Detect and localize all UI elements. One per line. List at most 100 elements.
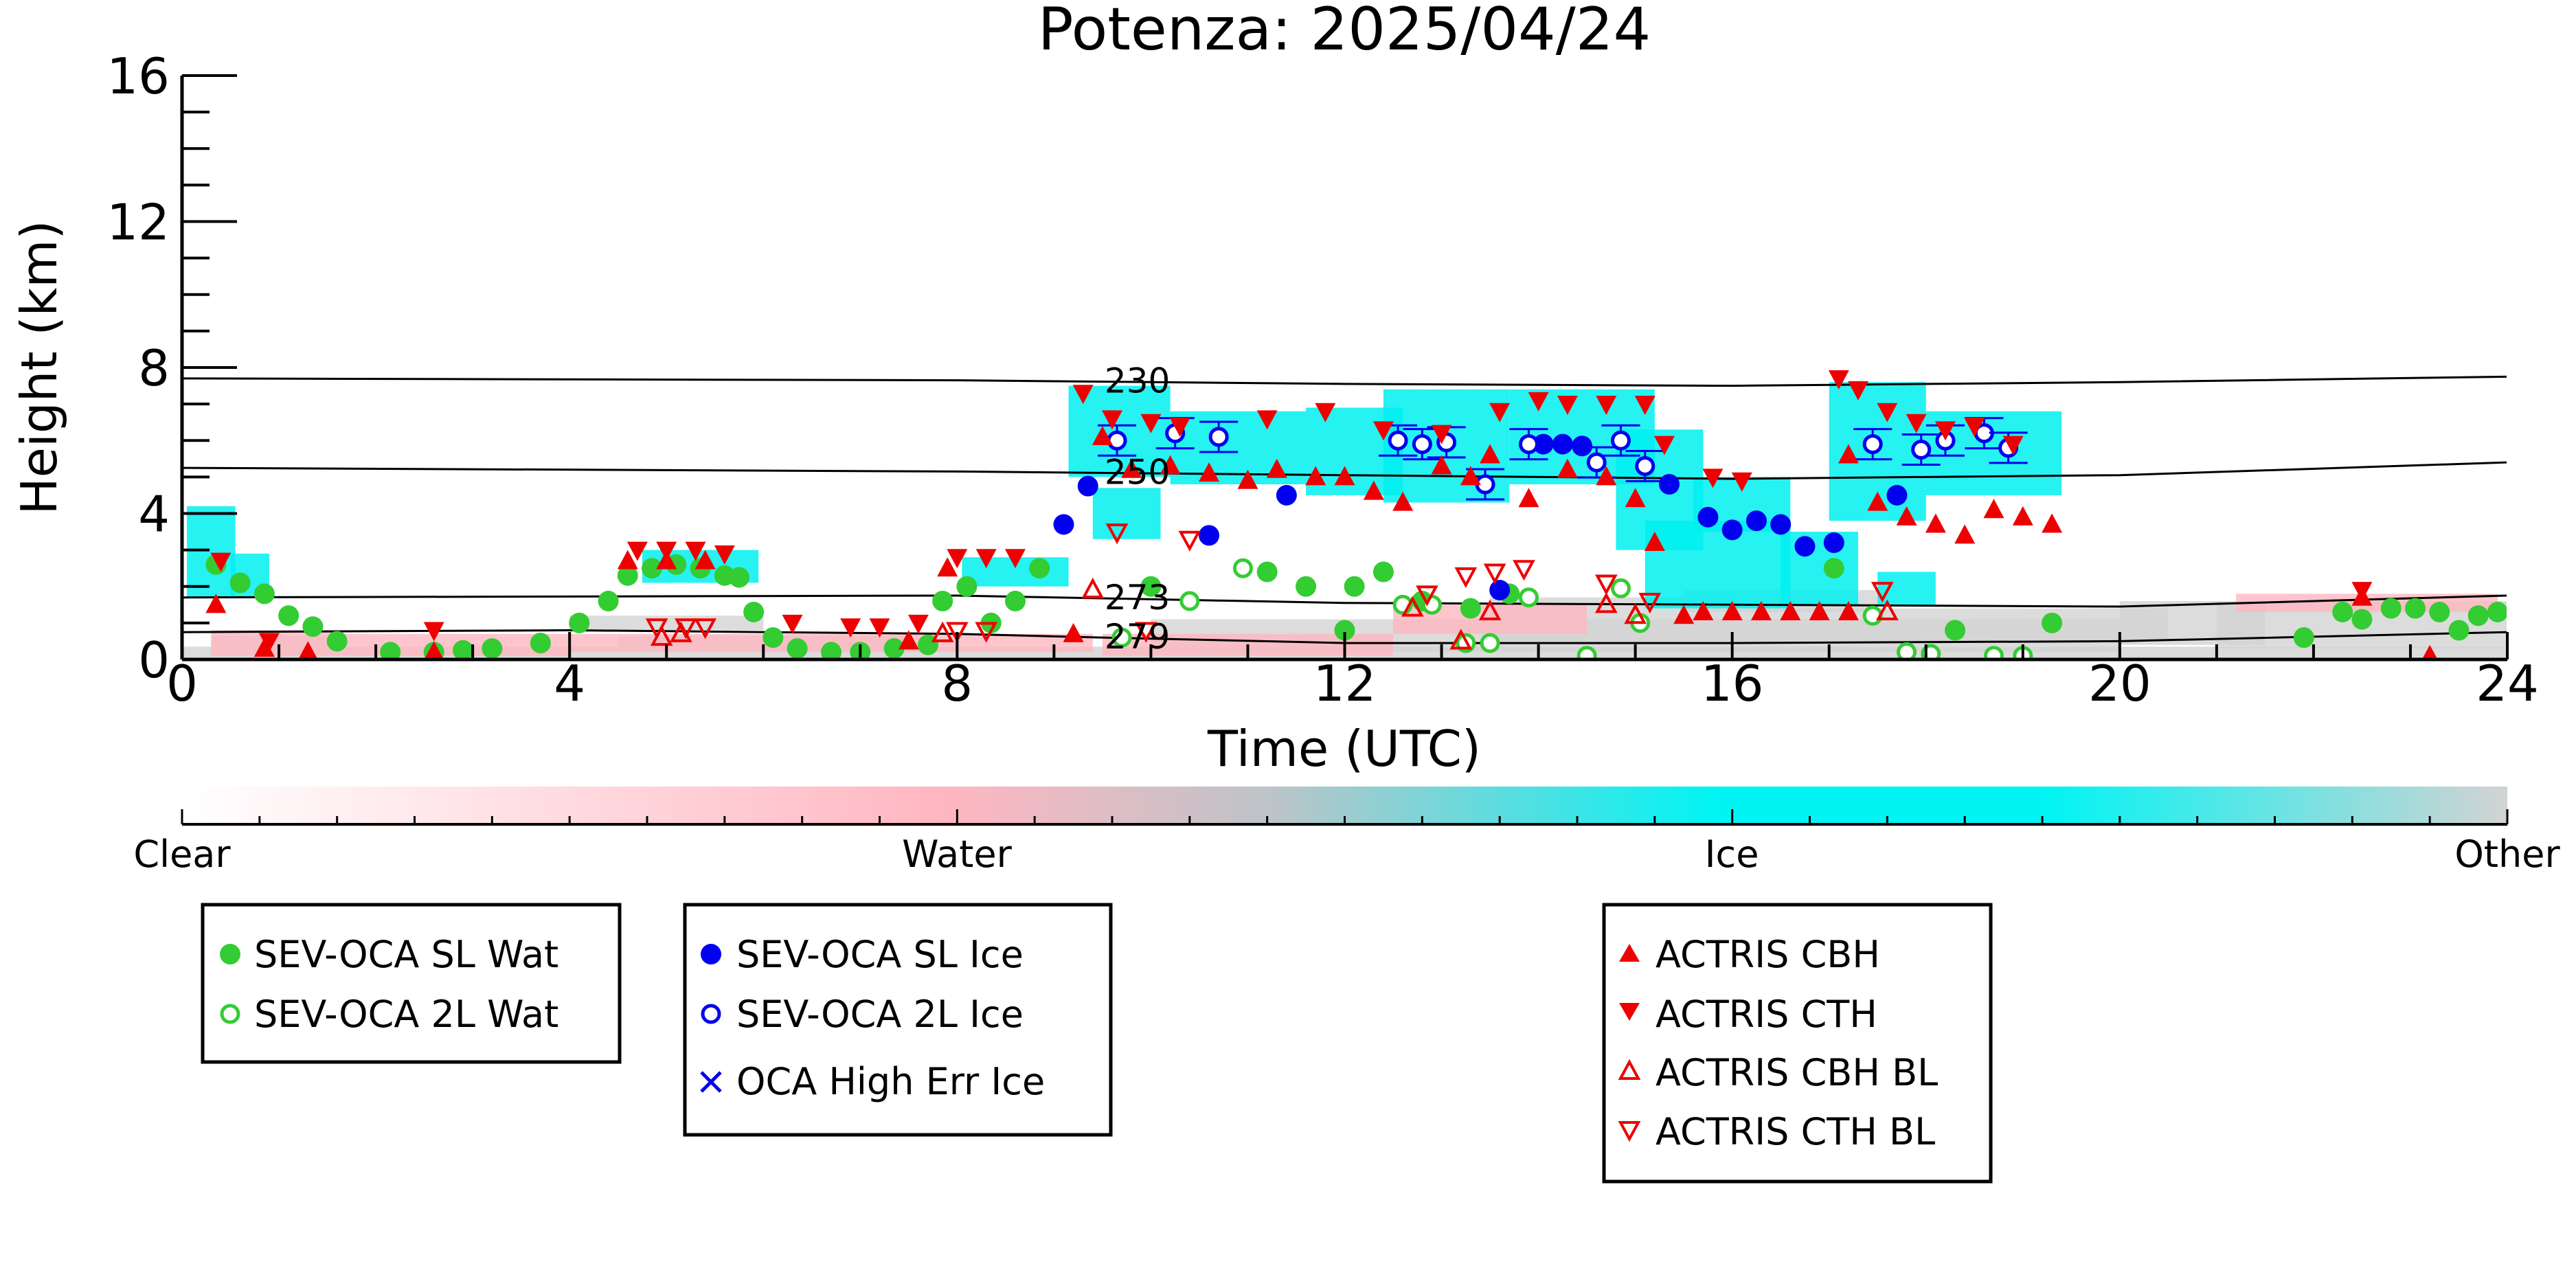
point-sev-oca-sl-wat — [883, 638, 905, 659]
point-actris-cth — [1596, 396, 1617, 416]
point-sev-oca-sl-wat — [2487, 601, 2507, 622]
point-sev-oca-sl-ice — [1533, 433, 1554, 455]
point-actris-cbh — [253, 637, 275, 657]
phase-colorbar: Clear Water Ice Other — [133, 787, 2560, 876]
legend-label-2l-wat: SEV-OCA 2L Wat — [254, 993, 558, 1036]
point-actris-cth-bl — [1178, 530, 1201, 552]
point-sev-oca-sl-ice — [1276, 484, 1297, 506]
point-actris-cbh — [1983, 499, 2004, 519]
point-sev-oca-sl-wat — [762, 627, 784, 648]
point-actris-cbh — [1121, 458, 1142, 478]
isotherm-lines — [182, 375, 2507, 644]
point-actris-cth-bl — [975, 622, 998, 643]
legend-marker-cth — [1619, 1003, 1640, 1021]
legend-label-cbh: ACTRIS CBH — [1656, 933, 1880, 976]
series-layer — [205, 370, 2507, 659]
point-actris-cbh — [1954, 524, 1976, 544]
point-actris-cbh — [1092, 425, 1113, 445]
point-actris-cbh-bl — [1594, 592, 1618, 613]
point-actris-cbh — [1063, 622, 1084, 642]
point-actris-cth — [258, 633, 280, 653]
legend-label-sl-wat: SEV-OCA SL Wat — [254, 933, 558, 976]
point-sev-oca-sl-ice — [1697, 506, 1719, 528]
cloud-phase-masks — [182, 382, 2507, 659]
legend-water-frame — [201, 903, 622, 1064]
point-actris-cth-bl — [1513, 560, 1535, 581]
point-actris-cbh — [1673, 605, 1695, 624]
point-sev-oca-sl-wat — [820, 642, 841, 659]
point-actris-cth — [1072, 385, 1094, 405]
y-tick-label: 12 — [106, 194, 170, 251]
chart-title: Potenza: 2025/04/24 — [1038, 0, 1651, 64]
point-actris-cth — [1848, 381, 1869, 400]
point-actris-cth — [1102, 410, 1122, 430]
point-actris-cth-bl — [645, 618, 668, 640]
cloud-mask-ice — [1092, 488, 1161, 539]
legend-marker-cbh-bl — [1618, 1059, 1641, 1080]
point-sev-oca-2l-wat — [1610, 578, 1631, 598]
cloud-mask-ice — [187, 506, 236, 598]
x-tick-label: 24 — [2476, 655, 2539, 712]
point-sev-oca-sl-wat — [617, 565, 638, 586]
point-sev-oca-2l-ice — [1635, 455, 1656, 476]
point-actris-cth-bl — [1638, 593, 1662, 614]
point-sev-oca-2l-wat — [1577, 646, 1597, 659]
legend-water: SEV-OCA SL Wat SEV-OCA 2L Wat — [201, 903, 622, 1064]
point-actris-cbh-bl — [1478, 599, 1502, 620]
point-sev-oca-sl-wat — [1334, 620, 1355, 641]
point-sev-oca-2l-ice — [1911, 440, 1932, 460]
point-actris-cth — [782, 614, 803, 634]
point-sev-oca-sl-ice — [1658, 474, 1680, 495]
point-actris-cth — [840, 618, 861, 638]
colorbar-label-other: Other — [2454, 833, 2560, 876]
isotherm-230 — [182, 375, 2507, 387]
legend-ice-frame — [683, 903, 1113, 1137]
point-actris-cth — [1169, 418, 1190, 437]
point-actris-cbh — [1305, 466, 1326, 486]
series-actris-cth-bl — [645, 523, 1894, 643]
legend-marker-cbh — [1619, 944, 1640, 962]
point-actris-cbh — [1644, 532, 1665, 551]
point-sev-oca-2l-ice — [1518, 434, 1539, 455]
colorbar-label-water: Water — [902, 833, 1012, 876]
point-sev-oca-sl-wat — [1372, 561, 1394, 583]
y-tick-label: 4 — [138, 486, 170, 543]
point-actris-cbh — [1693, 600, 1714, 620]
legend-marker-cth-bl — [1618, 1121, 1641, 1142]
point-actris-cbh — [1431, 455, 1452, 475]
point-sev-oca-sl-ice — [1552, 433, 1573, 455]
point-sev-oca-2l-wat — [1111, 627, 1132, 648]
legend-marker-sl-wat — [220, 944, 240, 964]
x-tick-label: 0 — [166, 655, 198, 712]
point-sev-oca-2l-ice — [1862, 434, 1883, 455]
point-actris-cth — [1140, 414, 1162, 433]
legend-marker-2l-wat — [220, 1004, 240, 1024]
point-sev-oca-sl-ice — [1572, 436, 1593, 457]
point-actris-cth — [947, 549, 968, 569]
point-actris-cbh — [1596, 466, 1617, 486]
point-actris-cbh — [1750, 600, 1772, 620]
point-sev-oca-sl-wat — [326, 631, 348, 652]
point-actris-cbh-bl — [1449, 629, 1473, 650]
point-actris-cth — [626, 541, 648, 561]
y-tick-label: 8 — [138, 339, 170, 397]
point-actris-cth — [1489, 403, 1511, 422]
isotherm-273 — [182, 594, 2507, 608]
point-sev-oca-sl-wat — [278, 605, 300, 626]
point-actris-cth-bl — [1105, 523, 1129, 545]
series-sev-oca-sl-ice — [1053, 433, 1908, 601]
point-sev-oca-sl-wat — [569, 612, 590, 633]
point-sev-oca-sl-ice — [1199, 525, 1220, 546]
point-sev-oca-sl-wat — [728, 567, 749, 588]
point-sev-oca-sl-ice — [1770, 514, 1792, 535]
point-sev-oca-2l-ice — [1586, 452, 1607, 473]
point-sev-oca-2l-wat — [1232, 558, 1253, 578]
x-tick-label: 16 — [1701, 655, 1764, 712]
legend-marker-high-err-ice — [700, 1071, 722, 1093]
point-actris-cbh — [1809, 600, 1830, 620]
point-sev-oca-sl-ice — [1794, 536, 1816, 557]
legend-label-sl-ice: SEV-OCA SL Ice — [736, 933, 1024, 976]
point-sev-oca-2l-wat — [1518, 587, 1539, 608]
point-sev-oca-sl-wat — [229, 572, 251, 594]
